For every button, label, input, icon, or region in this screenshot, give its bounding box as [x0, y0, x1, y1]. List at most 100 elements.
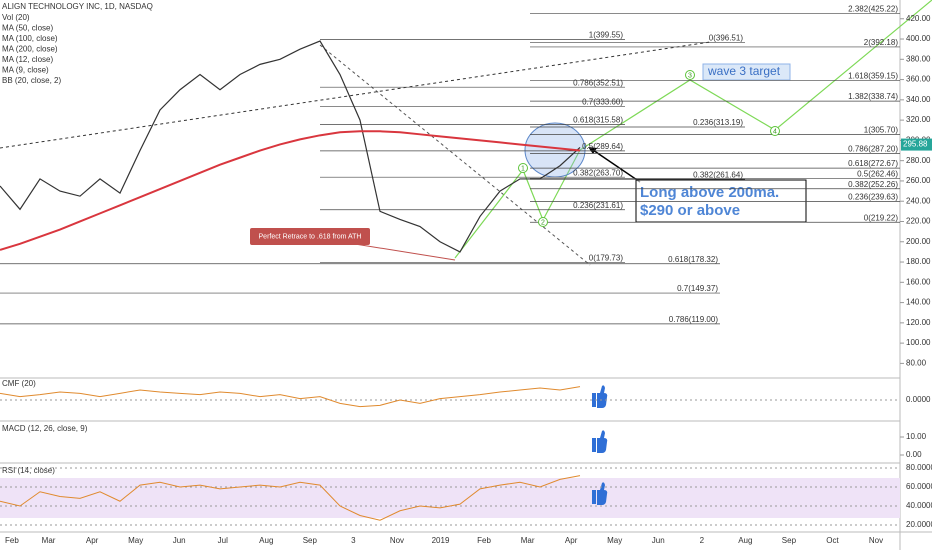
- fib-label: 0.382(252.26): [848, 180, 898, 189]
- x-tick-label: Aug: [259, 536, 273, 545]
- x-tick-label: May: [607, 536, 622, 545]
- y-tick-label: 40.0000: [906, 501, 932, 510]
- cmf-line: [0, 386, 581, 408]
- fib-label: 0.5(289.64): [582, 142, 623, 151]
- note-text: $290 or above: [640, 202, 740, 219]
- y-tick-label: 10.00: [906, 432, 927, 441]
- target-text: wave 3 target: [707, 64, 781, 78]
- fib-label: 0.236(239.63): [848, 193, 898, 202]
- indicator-label: MA (9, close): [2, 66, 49, 75]
- fib-label: 0(396.51): [709, 34, 744, 43]
- panel-title: RSI (14, close): [2, 466, 55, 475]
- x-tick-label: Apr: [86, 536, 99, 545]
- x-tick-label: Feb: [477, 536, 491, 545]
- fib-label: 2(392.18): [864, 38, 899, 47]
- y-tick-label: 420.00: [906, 14, 931, 23]
- chart-title: ALIGN TECHNOLOGY INC, 1D, NASDAQ: [2, 2, 153, 11]
- y-tick-label: 260.00: [906, 176, 931, 185]
- price-tag-label: 295.88: [903, 140, 928, 149]
- x-tick-label: Sep: [782, 536, 797, 545]
- callout-box: [250, 228, 370, 245]
- rsi-line: [0, 475, 581, 521]
- y-tick-label: 360.00: [906, 75, 931, 84]
- indicator-label: MA (200, close): [2, 45, 58, 54]
- x-tick-label: Jun: [652, 536, 665, 545]
- x-tick-label: Apr: [565, 536, 578, 545]
- rsi-band: [0, 478, 900, 518]
- y-tick-label: 240.00: [906, 196, 931, 205]
- fib-label: 1(305.70): [864, 126, 899, 135]
- x-tick-label: 2: [700, 536, 705, 545]
- y-tick-label: 140.00: [906, 298, 931, 307]
- price-line: [0, 40, 581, 253]
- x-tick-label: Feb: [5, 536, 19, 545]
- x-tick-label: Mar: [521, 536, 535, 545]
- y-tick-label: 0.00: [906, 450, 922, 459]
- y-tick-label: 100.00: [906, 338, 931, 347]
- note-text: Long above 200ma.: [640, 184, 779, 201]
- fib-label: 1.382(338.74): [848, 92, 898, 101]
- x-tick-label: 2019: [432, 536, 450, 545]
- wave-path: [454, 149, 581, 259]
- note-box: [635, 179, 807, 223]
- fib-label: 0.382(261.64): [693, 170, 743, 179]
- x-tick-label: Oct: [826, 536, 839, 545]
- fib-label: 0.7(333.60): [582, 97, 623, 106]
- y-tick-label: 120.00: [906, 318, 931, 327]
- y-tick-label: 80.00: [906, 359, 927, 368]
- y-tick-label: 0.0000: [906, 395, 931, 404]
- x-tick-label: Mar: [42, 536, 56, 545]
- y-tick-label: 320.00: [906, 115, 931, 124]
- fib-label: 0.5(262.46): [857, 170, 898, 179]
- wave-label: 1: [521, 165, 525, 172]
- fib-label: 0.786(352.51): [573, 78, 623, 87]
- wave-marker: [538, 217, 548, 227]
- x-tick-label: May: [128, 536, 143, 545]
- wave-marker: [770, 126, 780, 136]
- y-tick-label: 340.00: [906, 95, 931, 104]
- wave-projection: [579, 0, 932, 151]
- y-tick-label: 280.00: [906, 156, 931, 165]
- fib-label: 0(179.73): [589, 253, 624, 262]
- wave-label: 3: [688, 72, 692, 79]
- arrow-head: [588, 147, 597, 154]
- fib-label: 2.382(425.22): [848, 5, 898, 14]
- fib-label: 0.786(287.20): [848, 144, 898, 153]
- y-tick-label: 200.00: [906, 237, 931, 246]
- fib-label: 0.236(231.61): [573, 201, 623, 210]
- wave-marker: [685, 70, 695, 80]
- indicator-label: MA (100, close): [2, 34, 58, 43]
- ma-line: [0, 130, 581, 251]
- target-box: [702, 63, 791, 81]
- y-tick-label: 400.00: [906, 34, 931, 43]
- x-tick-label: Nov: [869, 536, 883, 545]
- callout-text: Perfect Retrace to .618 from ATH: [259, 233, 362, 240]
- price-tag: [901, 138, 932, 151]
- fib-label: 0.618(315.58): [573, 116, 623, 125]
- fib-label: 0.618(272.67): [848, 159, 898, 168]
- fib-label: 0.382(263.70): [573, 168, 623, 177]
- wave-label: 4: [773, 128, 777, 135]
- fib-label: 0.786(119.00): [669, 315, 719, 324]
- fib-label: 1.618(359.15): [848, 72, 898, 81]
- x-tick-label: 3: [351, 536, 356, 545]
- fib-label: 0.7(149.37): [677, 284, 718, 293]
- y-tick-label: 20.0000: [906, 520, 932, 529]
- y-tick-label: 380.00: [906, 54, 931, 63]
- trend-line: [319, 44, 591, 266]
- y-tick-label: 80.0000: [906, 463, 932, 472]
- indicator-label: BB (20, close, 2): [2, 76, 61, 85]
- indicator-label: Vol (20): [2, 13, 30, 22]
- y-tick-label: 60.0000: [906, 482, 932, 491]
- y-tick-label: 180.00: [906, 257, 931, 266]
- x-tick-label: Jun: [173, 536, 186, 545]
- y-tick-label: 160.00: [906, 277, 931, 286]
- panel-title: MACD (12, 26, close, 9): [2, 424, 88, 433]
- fib-label: 0.236(313.19): [693, 118, 743, 127]
- x-tick-label: Aug: [738, 536, 752, 545]
- fib-label: 0(219.22): [864, 213, 899, 222]
- thumbs-icon: [592, 385, 608, 505]
- panel-title: CMF (20): [2, 379, 36, 388]
- indicator-label: MA (50, close): [2, 24, 53, 33]
